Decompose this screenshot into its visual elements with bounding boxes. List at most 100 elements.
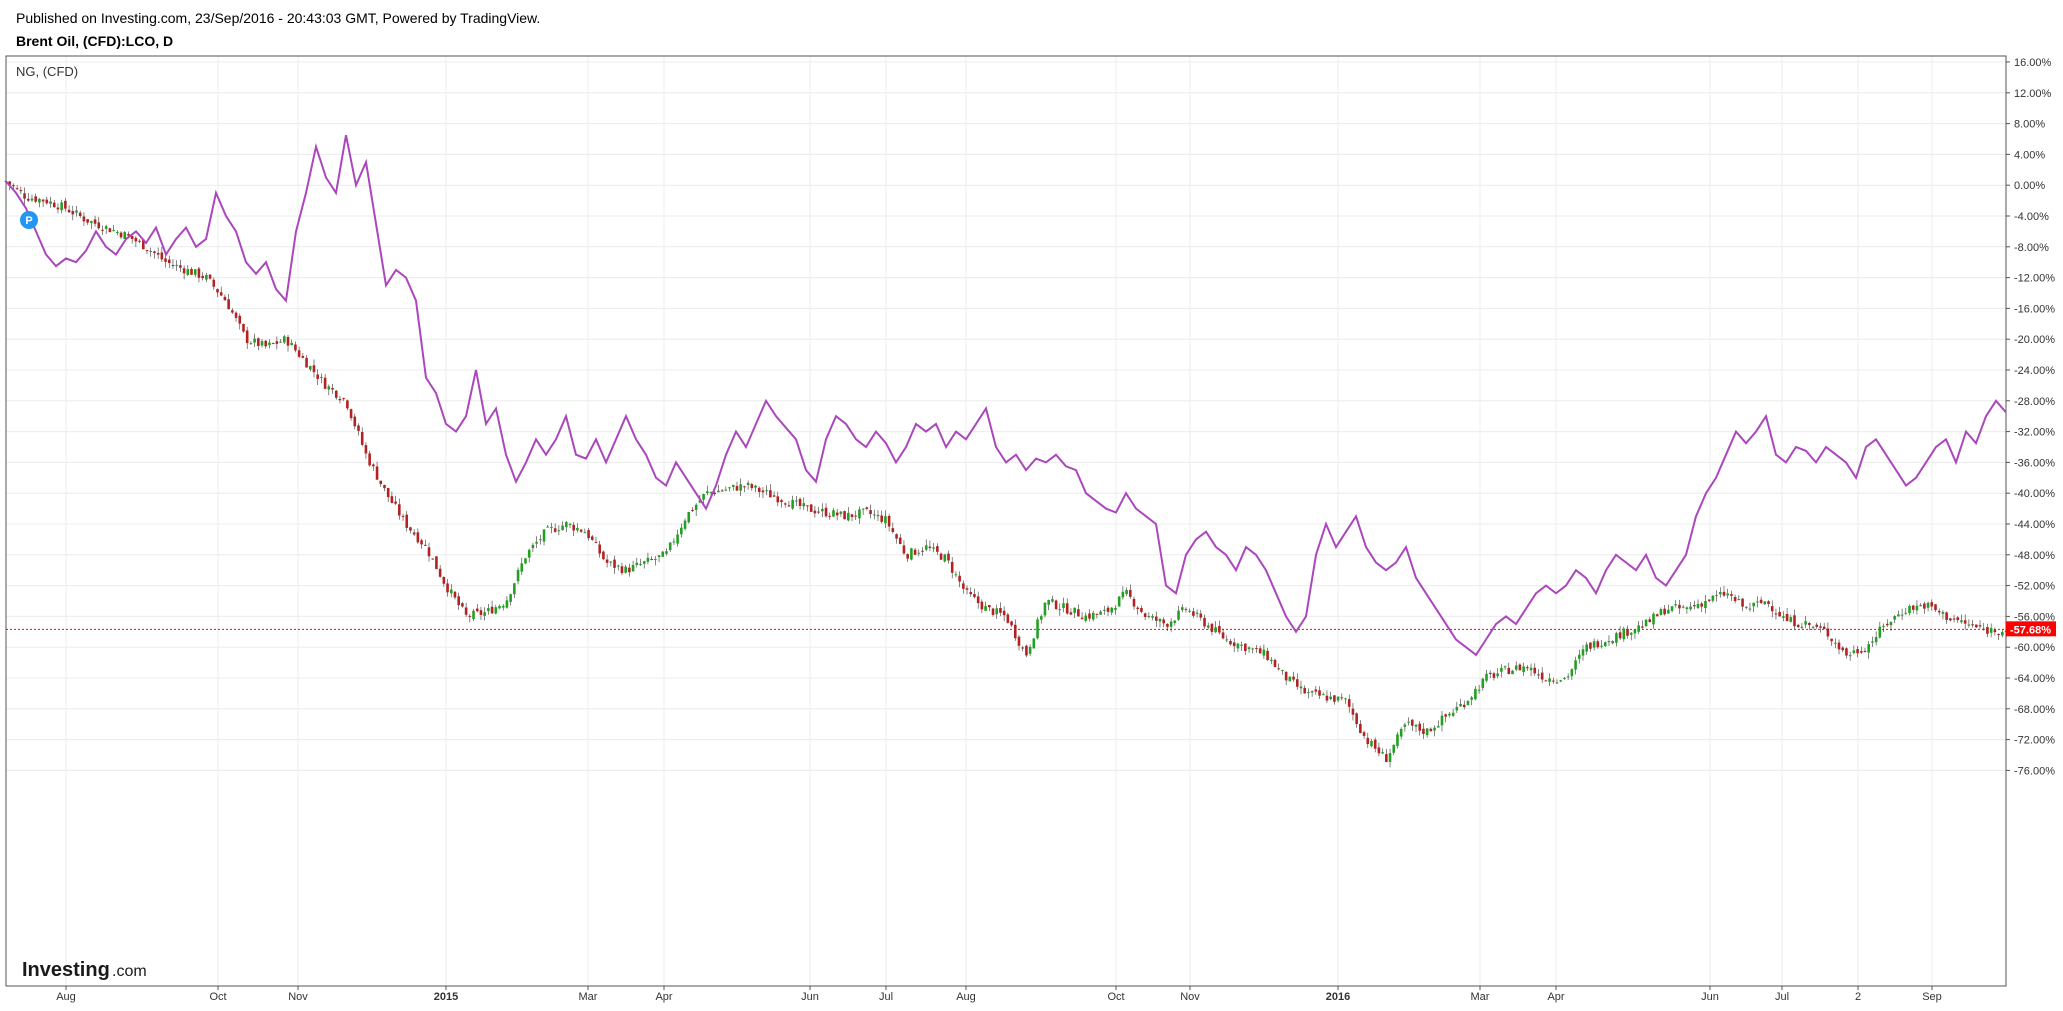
- candle-body: [995, 608, 999, 615]
- candle-body: [1770, 606, 1774, 612]
- candle-body: [1080, 617, 1084, 620]
- candle-body: [171, 265, 175, 267]
- candle-body: [1537, 674, 1540, 676]
- ng-series-line: [5, 135, 2007, 657]
- candle-body: [913, 549, 917, 555]
- candle-body: [30, 198, 34, 201]
- candle-body: [156, 253, 160, 255]
- y-tick-label: -20.00%: [2014, 334, 2055, 346]
- price-axis: 16.00% 12.00% 8.00% 4.00% 0.00% -4.00% -8.00% -…: [2006, 57, 2055, 777]
- candle-body: [739, 484, 742, 491]
- y-tick-label: 4.00%: [2014, 149, 2045, 161]
- candle-body: [1596, 641, 1600, 648]
- candle-body: [1885, 623, 1889, 626]
- candle-body: [1258, 648, 1262, 654]
- candle-body: [1240, 644, 1243, 646]
- candle-body: [731, 484, 735, 487]
- candle-body: [780, 500, 783, 503]
- candle-body: [1021, 647, 1024, 649]
- candle-body: [1244, 643, 1247, 652]
- candle-body: [668, 542, 672, 550]
- candle-body: [461, 603, 464, 607]
- candle-body: [19, 190, 23, 192]
- candle-body: [78, 212, 82, 217]
- candle-body: [190, 269, 193, 275]
- candle-body: [405, 514, 409, 528]
- candle-body: [71, 211, 75, 215]
- candle-body: [1036, 619, 1039, 639]
- candle-body: [1856, 649, 1859, 654]
- candle-body: [1681, 606, 1685, 608]
- x-tick-label: Jul: [1775, 991, 1789, 1003]
- candle-body: [1837, 642, 1841, 650]
- candle-body: [1815, 624, 1819, 627]
- x-tick-label: Apr: [1547, 991, 1564, 1003]
- candle-body: [1414, 724, 1418, 727]
- candle-body: [134, 237, 138, 242]
- candle-body: [1511, 670, 1514, 675]
- x-tick-label: Apr: [655, 991, 672, 1003]
- candle-body: [1065, 603, 1069, 614]
- candle-body: [988, 605, 991, 608]
- candle-body: [1893, 616, 1896, 620]
- candle-body: [713, 492, 717, 495]
- candle-body: [1659, 609, 1663, 615]
- candle-body: [680, 527, 683, 535]
- candle-body: [1236, 643, 1240, 649]
- marker-badge[interactable]: P: [20, 211, 38, 229]
- candle-body: [93, 219, 97, 224]
- candle-body: [193, 269, 197, 275]
- candle-body: [1032, 638, 1036, 649]
- candle-body: [806, 505, 809, 507]
- candle-body: [1169, 621, 1173, 627]
- candle-body: [1522, 666, 1525, 673]
- candle-body: [323, 377, 327, 389]
- last-price-label: -57.68%: [2010, 624, 2051, 636]
- candle-body: [954, 574, 958, 576]
- candle-body: [1789, 617, 1793, 622]
- candle-body: [1915, 605, 1919, 611]
- candle-body: [1633, 629, 1637, 634]
- candle-body: [472, 610, 475, 619]
- candle-body: [706, 491, 709, 494]
- candle-body: [509, 594, 512, 602]
- candle-body: [1195, 612, 1199, 614]
- candle-body: [1752, 602, 1755, 607]
- y-tick-label: 0.00%: [2014, 180, 2045, 192]
- y-tick-label: -64.00%: [2014, 673, 2055, 685]
- candle-body: [167, 259, 171, 264]
- candle-body: [375, 466, 379, 480]
- candle-body: [498, 606, 501, 609]
- candle-body: [390, 496, 394, 503]
- investing-logo: Investing .com: [22, 959, 147, 981]
- candle-body: [583, 532, 587, 534]
- candle-body: [1088, 613, 1091, 619]
- candle-body: [1251, 648, 1255, 650]
- candle-body: [1848, 655, 1852, 657]
- candle-body: [728, 487, 731, 489]
- candle-body: [769, 490, 772, 498]
- candle-body: [26, 198, 30, 201]
- candle-body: [301, 356, 305, 358]
- candle-body: [939, 553, 943, 560]
- candle-body: [464, 607, 468, 615]
- candle-body: [869, 510, 872, 515]
- candle-body: [1941, 612, 1945, 614]
- candle-body: [1871, 641, 1874, 643]
- candle-body: [130, 235, 134, 240]
- candle-body: [1455, 706, 1459, 711]
- candle-body: [1203, 617, 1206, 627]
- candle-body: [1314, 689, 1318, 692]
- candle-body: [698, 500, 702, 503]
- candle-body: [249, 343, 253, 345]
- candle-body: [1221, 632, 1225, 639]
- candle-body: [1544, 680, 1548, 682]
- candle-body: [86, 219, 89, 223]
- candle-body: [1392, 744, 1396, 753]
- candle-body: [609, 561, 613, 563]
- candle-body: [1166, 624, 1169, 627]
- candle-body: [1526, 667, 1529, 669]
- candle-body: [702, 494, 705, 500]
- candle-body: [1433, 727, 1436, 731]
